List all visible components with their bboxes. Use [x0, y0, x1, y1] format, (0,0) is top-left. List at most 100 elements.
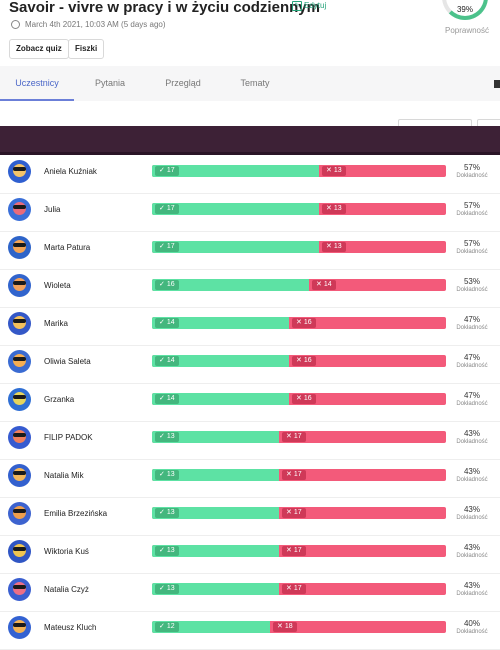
- avatar: [8, 312, 31, 335]
- avatar-eyes: [13, 623, 26, 627]
- correct-bar: [152, 431, 279, 443]
- incorrect-count: ✕ 17: [282, 584, 306, 594]
- accuracy-percent: 57%: [463, 163, 480, 172]
- correct-count-value: 13: [166, 433, 175, 440]
- accuracy-percent: 47%: [463, 353, 480, 362]
- correct-count: ✓ 14: [155, 318, 179, 328]
- avatar-eyes: [13, 319, 26, 323]
- participant-row[interactable]: Oliwia Saleta ✓ 14 ✕ 16 47% Dokładność: [0, 345, 500, 384]
- avatar: [8, 274, 31, 297]
- toolbar-button-left[interactable]: [398, 119, 472, 129]
- participant-name: Emilia Brzezińska: [44, 509, 108, 518]
- avatar-eyes: [13, 471, 26, 475]
- avatar: [8, 464, 31, 487]
- correct-count-value: 17: [166, 243, 175, 250]
- participant-name: Wioleta: [44, 281, 71, 290]
- incorrect-count: ✕ 13: [322, 166, 346, 176]
- export-icon[interactable]: [494, 80, 500, 88]
- correct-count-value: 14: [166, 357, 175, 364]
- correct-count-value: 16: [166, 281, 175, 288]
- correct-count-value: 13: [166, 509, 175, 516]
- incorrect-count-value: 13: [333, 205, 342, 212]
- avatar-eyes: [13, 585, 26, 589]
- participant-row[interactable]: Wiktoria Kuś ✓ 13 ✕ 17 43% Dokładność: [0, 535, 500, 574]
- score-bar: ✓ 13 ✕ 17: [152, 469, 446, 481]
- flashcards-button[interactable]: Fiszki: [68, 39, 105, 59]
- participant-row[interactable]: Julia ✓ 17 ✕ 13 57% Dokładność: [0, 193, 500, 232]
- correct-count: ✓ 13: [155, 470, 179, 480]
- incorrect-count: ✕ 16: [292, 318, 316, 328]
- score-bar: ✓ 13 ✕ 17: [152, 507, 446, 519]
- accuracy-caption: Dokładność: [456, 249, 488, 255]
- score-bar: ✓ 14 ✕ 16: [152, 393, 446, 405]
- tab-topics[interactable]: Tematy: [240, 78, 270, 88]
- accuracy-percent: 57%: [463, 239, 480, 248]
- banner: [0, 126, 500, 155]
- participant-row[interactable]: Aniela Kuźniak ✓ 17 ✕ 13 57% Dokładność: [0, 155, 500, 194]
- participant-name: Grzanka: [44, 395, 75, 404]
- participant-row[interactable]: Mateusz Kluch ✓ 12 ✕ 18 40% Dokładność: [0, 611, 500, 650]
- participant-row[interactable]: Wioleta ✓ 16 ✕ 14 53% Dokładność: [0, 269, 500, 308]
- tab-participants[interactable]: Uczestnicy: [0, 66, 74, 101]
- participant-row[interactable]: Natalia Czyż ✓ 13 ✕ 17 43% Dokładność: [0, 573, 500, 612]
- incorrect-count-value: 17: [293, 471, 302, 478]
- correct-bar: [152, 621, 270, 633]
- correct-count: ✓ 13: [155, 508, 179, 518]
- incorrect-count: ✕ 18: [273, 622, 297, 632]
- participant-row[interactable]: Natalia Mik ✓ 13 ✕ 17 43% Dokładność: [0, 459, 500, 498]
- score-bar: ✓ 14 ✕ 16: [152, 355, 446, 367]
- incorrect-count: ✕ 16: [292, 356, 316, 366]
- incorrect-count: ✕ 17: [282, 470, 306, 480]
- tab-questions[interactable]: Pytania: [94, 78, 126, 88]
- avatar-eyes: [13, 395, 26, 399]
- tab-overview[interactable]: Przegląd: [165, 78, 201, 88]
- quiz-date: March 4th 2021, 10:03 AM (5 days ago): [11, 20, 166, 30]
- incorrect-count: ✕ 17: [282, 546, 306, 556]
- incorrect-count-value: 18: [284, 623, 293, 630]
- correct-count: ✓ 16: [155, 280, 179, 290]
- participant-row[interactable]: Grzanka ✓ 14 ✕ 16 47% Dokładność: [0, 383, 500, 422]
- correct-bar: [152, 507, 279, 519]
- correct-count: ✓ 14: [155, 356, 179, 366]
- accuracy-caption: Dokładność: [456, 629, 488, 635]
- avatar: [8, 540, 31, 563]
- participant-name: Marta Patura: [44, 243, 91, 252]
- edit-link[interactable]: ✎ Edytuj: [292, 1, 326, 11]
- incorrect-count-value: 14: [323, 281, 332, 288]
- avatar: [8, 426, 31, 449]
- view-quiz-button[interactable]: Zobacz quiz: [9, 39, 69, 59]
- incorrect-count: ✕ 17: [282, 432, 306, 442]
- participant-name: Julia: [44, 205, 61, 214]
- avatar: [8, 502, 31, 525]
- participant-row[interactable]: Marika ✓ 14 ✕ 16 47% Dokładność: [0, 307, 500, 346]
- accuracy-percent: 53%: [463, 277, 480, 286]
- avatar-eyes: [13, 167, 26, 171]
- correct-count: ✓ 13: [155, 546, 179, 556]
- participant-row[interactable]: FILIP PADOK ✓ 13 ✕ 17 43% Dokładność: [0, 421, 500, 460]
- avatar-eyes: [13, 547, 26, 551]
- participant-row[interactable]: Marta Patura ✓ 17 ✕ 13 57% Dokładność: [0, 231, 500, 270]
- participant-name: Oliwia Saleta: [44, 357, 91, 366]
- incorrect-count-value: 16: [303, 357, 312, 364]
- participant-name: Natalia Czyż: [44, 585, 89, 594]
- avatar: [8, 160, 31, 183]
- correct-count-value: 14: [166, 395, 175, 402]
- toolbar-button-right[interactable]: [477, 119, 500, 129]
- accuracy-caption: Dokładność: [456, 287, 488, 293]
- correct-count-value: 13: [166, 547, 175, 554]
- score-bar: ✓ 14 ✕ 16: [152, 317, 446, 329]
- incorrect-count: ✕ 13: [322, 242, 346, 252]
- incorrect-count-value: 13: [333, 167, 342, 174]
- avatar-eyes: [13, 243, 26, 247]
- incorrect-count-value: 16: [303, 319, 312, 326]
- correct-count: ✓ 13: [155, 432, 179, 442]
- correct-bar: [152, 355, 289, 367]
- participant-name: Aniela Kuźniak: [44, 167, 97, 176]
- participant-name: Wiktoria Kuś: [44, 547, 89, 556]
- correct-count: ✓ 14: [155, 394, 179, 404]
- participant-row[interactable]: Emilia Brzezińska ✓ 13 ✕ 17 43% Dokładność: [0, 497, 500, 536]
- incorrect-count-value: 17: [293, 433, 302, 440]
- correct-count: ✓ 17: [155, 166, 179, 176]
- score-bar: ✓ 16 ✕ 14: [152, 279, 446, 291]
- accuracy-caption: Dokładność: [456, 363, 488, 369]
